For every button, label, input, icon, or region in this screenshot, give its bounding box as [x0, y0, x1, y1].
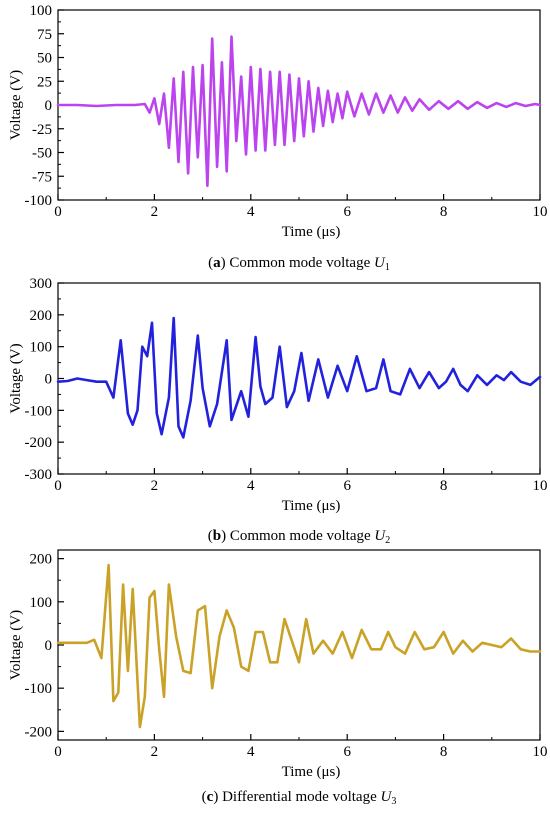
panel-caption: (b) Common mode voltage U2 [208, 528, 391, 546]
y-tick-label: 200 [30, 552, 53, 568]
x-tick-label: 8 [440, 478, 448, 494]
x-tick-label: 0 [54, 744, 62, 760]
caption-text: Common mode voltage [226, 528, 374, 544]
y-tick-label: -25 [32, 122, 52, 138]
caption-label: b [213, 528, 221, 544]
caption-variable: U [374, 528, 386, 544]
x-tick-label: 2 [151, 204, 159, 220]
panel-caption: (a) Common mode voltage U1 [208, 255, 390, 273]
x-tick-label: 6 [343, 478, 351, 494]
voltage-series-line [56, 316, 542, 439]
y-tick-label: -50 [32, 146, 52, 162]
voltage-series-line [56, 35, 542, 188]
x-axis-title: Time (μs) [282, 498, 341, 514]
caption-label: a [213, 255, 221, 271]
x-tick-label: 2 [151, 744, 159, 760]
caption-variable: U [381, 789, 393, 805]
y-axis-title: Voltage (V) [8, 70, 24, 140]
plot-frame [57, 282, 541, 475]
y-tick-label: 100 [30, 3, 53, 19]
x-tick-label: 8 [440, 744, 448, 760]
panel-caption: (c) Differential mode voltage U3 [202, 789, 397, 807]
x-tick-label: 6 [343, 744, 351, 760]
y-tick-label: 0 [45, 372, 53, 388]
x-tick-label: 4 [247, 744, 255, 760]
y-tick-label: 0 [45, 98, 53, 114]
chart-panel-3: 0 2 4 6 8 10 200 100 0 -100 -200 Time (μs) Voltage (… [8, 549, 548, 807]
x-axis-title: Time (μs) [282, 764, 341, 780]
x-tick-label: 8 [440, 204, 448, 220]
chart-panel-1: 0 2 4 6 8 10 100 75 50 25 0 -25 -50 -75 -100 Time (μs) V… [8, 3, 548, 273]
y-tick-label: 100 [30, 340, 53, 356]
x-tick-label: 0 [54, 204, 62, 220]
x-tick-label: 10 [533, 478, 548, 494]
y-tick-label: 200 [30, 308, 53, 324]
y-tick-label: 300 [30, 276, 53, 292]
caption-subscript: 1 [385, 262, 390, 273]
y-tick-label: 25 [37, 74, 52, 90]
x-tick-label: 4 [247, 478, 255, 494]
chart-panel-2: 0 2 4 6 8 10 300 200 100 0 -100 -200 -300 Time (μs) Vo… [8, 276, 548, 546]
y-tick-label: 50 [37, 51, 52, 67]
caption-variable: U [374, 255, 386, 271]
y-tick-label: -75 [32, 169, 52, 185]
caption-subscript: 3 [391, 796, 396, 807]
voltage-series-line [56, 563, 542, 729]
caption-text: Differential mode voltage [218, 789, 380, 805]
y-tick-label: -200 [25, 435, 53, 451]
y-tick-label: 75 [37, 27, 52, 43]
x-tick-label: 10 [533, 744, 548, 760]
x-tick-label: 6 [343, 204, 351, 220]
x-tick-label: 10 [533, 204, 548, 220]
y-tick-label: -100 [25, 681, 53, 697]
y-tick-label: -100 [25, 403, 53, 419]
y-tick-label: 100 [30, 595, 53, 611]
y-axis-title: Voltage (V) [8, 610, 24, 680]
x-tick-label: 2 [151, 478, 159, 494]
caption-label: c [207, 789, 214, 805]
y-tick-label: -200 [25, 724, 53, 740]
x-axis-title: Time (μs) [282, 224, 341, 240]
y-tick-label: -100 [25, 193, 53, 209]
x-tick-label: 4 [247, 204, 255, 220]
caption-subscript: 2 [385, 535, 390, 546]
y-axis-title: Voltage (V) [8, 343, 24, 413]
y-tick-label: -300 [25, 467, 53, 483]
x-tick-label: 0 [54, 478, 62, 494]
caption-text: Common mode voltage [226, 255, 374, 271]
y-tick-label: 0 [45, 638, 53, 654]
